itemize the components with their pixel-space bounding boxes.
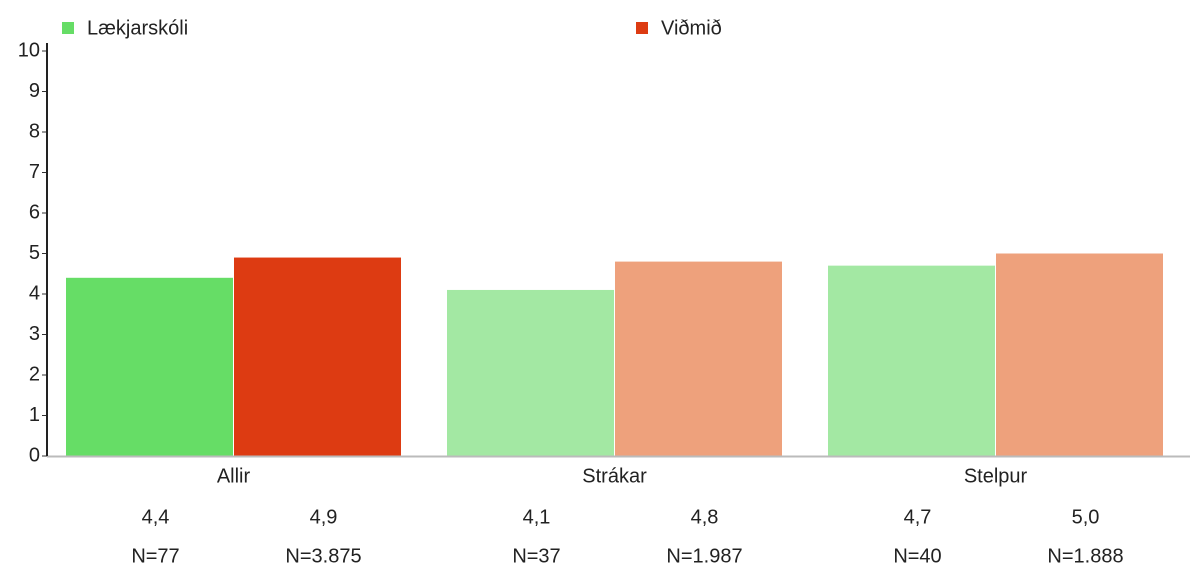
y-tick-label: 10 <box>18 39 40 61</box>
value-label: 4,4 <box>142 506 170 528</box>
y-tick-label: 9 <box>29 80 40 102</box>
y-tick-label: 8 <box>29 120 40 142</box>
y-tick-label: 3 <box>29 323 40 345</box>
y-tick-label: 7 <box>29 161 40 183</box>
value-label: 4,9 <box>310 506 338 528</box>
bar <box>615 261 782 456</box>
value-label: 4,8 <box>691 506 719 528</box>
bar <box>66 277 233 456</box>
y-tick-label: 4 <box>29 282 40 304</box>
legend-label: Viðmið <box>661 17 722 39</box>
n-label: N=1.888 <box>1047 545 1123 567</box>
legend-swatch <box>636 22 648 34</box>
bar <box>828 265 995 456</box>
y-tick-label: 2 <box>29 363 40 385</box>
legend-swatch <box>62 22 74 34</box>
bar <box>447 289 614 456</box>
value-label: 4,7 <box>904 506 932 528</box>
y-tick-label: 0 <box>29 444 40 466</box>
x-tick-label: Stelpur <box>964 465 1028 487</box>
n-label: N=37 <box>512 545 560 567</box>
legend-label: Lækjarskóli <box>87 17 188 39</box>
n-label: N=3.875 <box>285 545 361 567</box>
n-label: N=1.987 <box>666 545 742 567</box>
y-tick-label: 6 <box>29 201 40 223</box>
value-label: 5,0 <box>1072 506 1100 528</box>
bar <box>234 257 401 456</box>
y-tick-label: 1 <box>29 404 40 426</box>
n-label: N=77 <box>131 545 179 567</box>
value-label: 4,1 <box>523 506 551 528</box>
n-label: N=40 <box>893 545 941 567</box>
x-tick-label: Allir <box>217 465 251 487</box>
x-tick-label: Strákar <box>582 465 647 487</box>
y-tick-label: 5 <box>29 242 40 264</box>
bar <box>996 253 1163 456</box>
